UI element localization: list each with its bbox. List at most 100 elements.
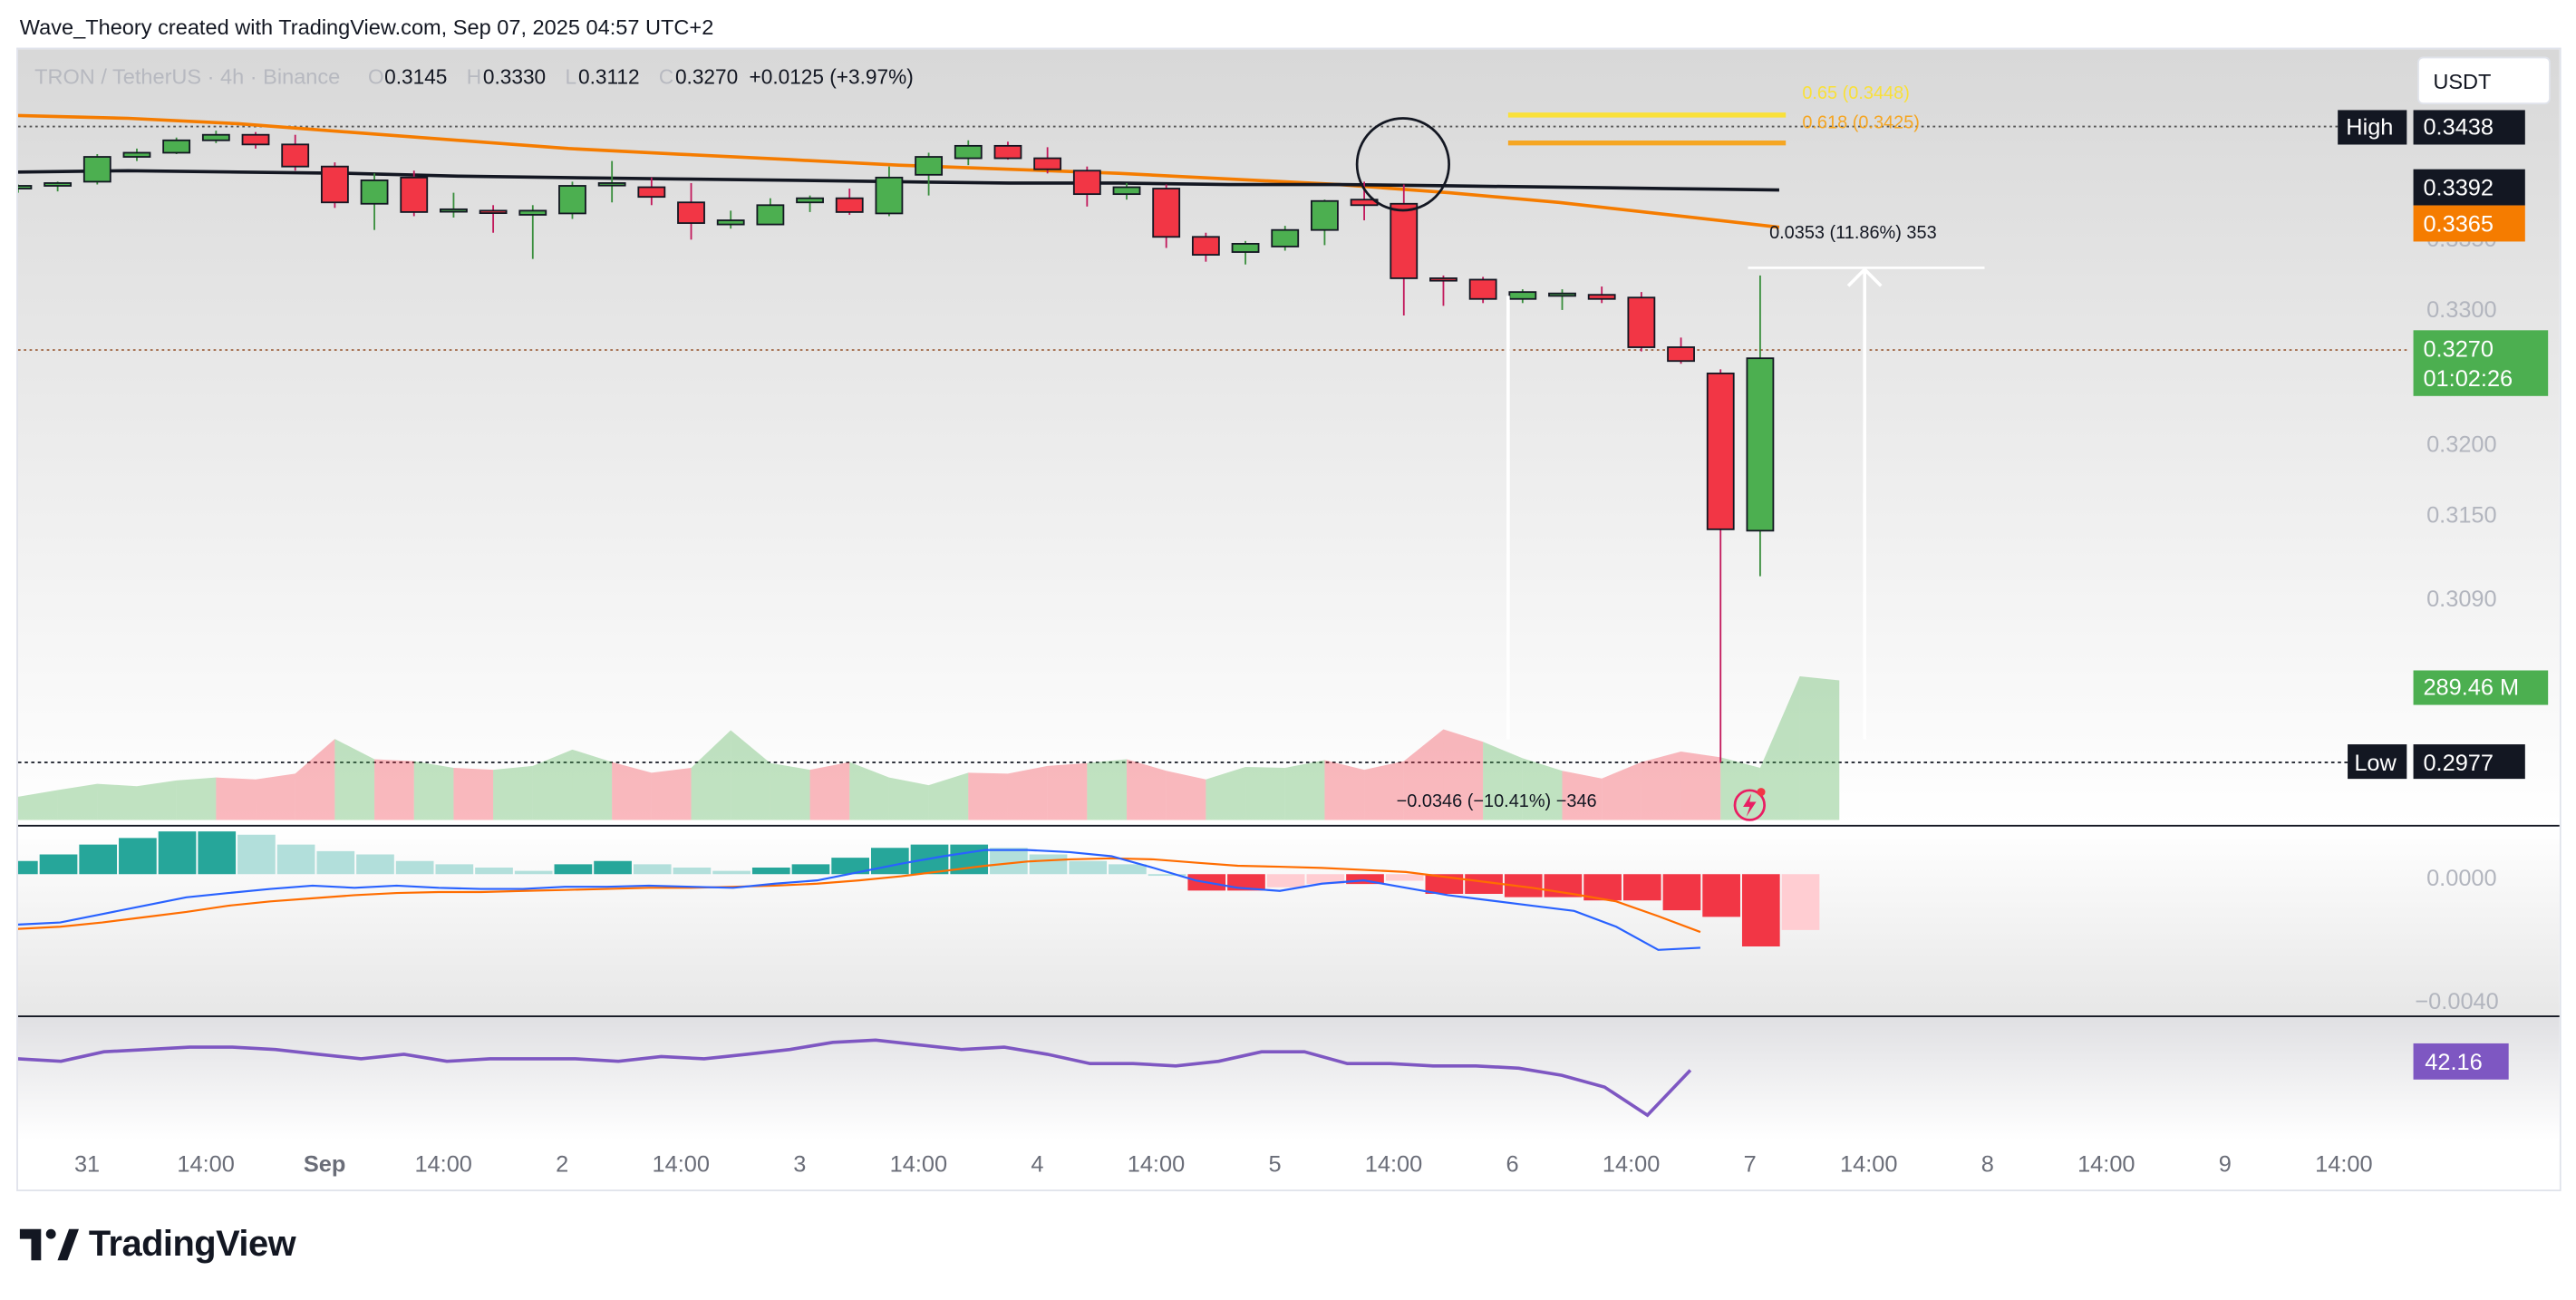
candle[interactable] bbox=[518, 205, 547, 259]
candle-body bbox=[281, 143, 310, 168]
macd-histogram-bar bbox=[712, 870, 751, 875]
tradingview-logo[interactable]: TradingView bbox=[19, 1223, 296, 1266]
ma-black-price-label: 0.3392 bbox=[2413, 169, 2525, 206]
candle[interactable] bbox=[1033, 147, 1062, 174]
volume-area-segment bbox=[1720, 757, 1760, 820]
candle[interactable] bbox=[1508, 289, 1537, 304]
candle[interactable] bbox=[993, 141, 1022, 160]
volume-area-segment bbox=[1166, 771, 1206, 820]
ma-orange-value: 0.3365 bbox=[2423, 212, 2494, 238]
high-price-label: High 0.3438 bbox=[2338, 110, 2525, 145]
time-axis-label: 14:00 bbox=[1128, 1151, 1185, 1177]
time-axis-label: 14:00 bbox=[2077, 1151, 2135, 1177]
volume-area-segment bbox=[1087, 759, 1128, 820]
last-price-label: 0.3270 01:02:26 bbox=[2413, 330, 2549, 396]
candle[interactable] bbox=[440, 192, 468, 218]
candle[interactable] bbox=[558, 181, 586, 219]
candle[interactable] bbox=[122, 148, 151, 161]
volume-area-segment bbox=[413, 761, 454, 820]
candle[interactable] bbox=[677, 182, 705, 240]
candle[interactable] bbox=[162, 137, 191, 154]
chart-caption: Wave_Theory created with TradingView.com… bbox=[19, 15, 714, 40]
candle-body bbox=[17, 185, 33, 189]
candle[interactable] bbox=[201, 131, 230, 143]
candle[interactable] bbox=[1231, 240, 1260, 265]
candle[interactable] bbox=[479, 205, 508, 233]
candle[interactable] bbox=[835, 189, 864, 215]
high-tag-text: High bbox=[2346, 115, 2393, 141]
macd-histogram-bar bbox=[1148, 874, 1186, 877]
candle[interactable] bbox=[82, 153, 111, 185]
macd-histogram-bar bbox=[356, 854, 394, 875]
volume-area-segment bbox=[136, 780, 177, 820]
candle-body bbox=[44, 182, 73, 187]
candle[interactable] bbox=[1746, 275, 1775, 577]
candle[interactable] bbox=[241, 131, 270, 149]
currency-button[interactable]: USDT bbox=[2417, 56, 2551, 105]
candle[interactable] bbox=[756, 198, 785, 226]
candle[interactable] bbox=[1311, 199, 1339, 246]
flash-alert-icon[interactable] bbox=[1733, 788, 1766, 821]
volume-area-segment bbox=[216, 777, 257, 820]
volume-area-segment bbox=[731, 730, 770, 820]
legend-l-label: L bbox=[566, 64, 577, 88]
volume-area-segment bbox=[968, 772, 1008, 820]
candle[interactable] bbox=[1706, 369, 1735, 762]
candle[interactable] bbox=[17, 184, 33, 193]
candle[interactable] bbox=[1468, 276, 1497, 304]
chart-frame[interactable]: 0.65 (0.3448) 0.618 (0.3425) 0.0353 (11.… bbox=[16, 47, 2561, 1192]
volume-area-segment bbox=[176, 777, 217, 820]
candles-layer bbox=[17, 131, 1775, 762]
candle[interactable] bbox=[1429, 275, 1457, 306]
candle[interactable] bbox=[400, 170, 429, 217]
candle[interactable] bbox=[954, 140, 983, 166]
macd-histogram-bar bbox=[39, 854, 78, 875]
candle[interactable] bbox=[1152, 184, 1181, 248]
candle[interactable] bbox=[1587, 286, 1616, 304]
candle[interactable] bbox=[915, 152, 944, 196]
candle[interactable] bbox=[1667, 337, 1695, 364]
time-axis-label: 9 bbox=[2219, 1151, 2232, 1177]
volume-area-segment bbox=[374, 759, 414, 820]
volume-area-segment bbox=[1562, 771, 1603, 820]
chart-svg[interactable]: 0.65 (0.3448) 0.618 (0.3425) 0.0353 (11.… bbox=[17, 49, 2560, 1189]
time-axis-label: 31 bbox=[74, 1151, 100, 1177]
measure-down-label: −0.0346 (−10.41%) −346 bbox=[1397, 791, 1597, 811]
candle[interactable] bbox=[360, 173, 389, 230]
candle-body bbox=[1429, 277, 1457, 282]
volume-layer bbox=[17, 676, 1840, 820]
candle[interactable] bbox=[1271, 226, 1300, 251]
time-axis-label: 7 bbox=[1744, 1151, 1757, 1177]
rsi-pane-bg bbox=[17, 1016, 2560, 1140]
candle[interactable] bbox=[796, 195, 824, 212]
candle[interactable] bbox=[44, 181, 73, 192]
candle[interactable] bbox=[875, 166, 904, 217]
volume-area-segment bbox=[97, 783, 137, 820]
candle-body bbox=[162, 139, 191, 154]
candle[interactable] bbox=[320, 162, 349, 209]
candle[interactable] bbox=[1072, 166, 1101, 207]
candle[interactable] bbox=[637, 177, 666, 206]
macd-histogram-bar bbox=[1306, 874, 1345, 885]
candle[interactable] bbox=[1627, 292, 1656, 352]
legend-l-value: 0.3112 bbox=[578, 64, 640, 88]
volume-value-label: 289.46 M bbox=[2413, 670, 2549, 705]
candle[interactable] bbox=[1390, 184, 1419, 316]
candle[interactable] bbox=[1112, 182, 1141, 200]
candle-body bbox=[360, 179, 389, 205]
candle-body bbox=[1627, 296, 1656, 348]
macd-histogram-bar bbox=[633, 864, 672, 875]
time-axis[interactable]: 31 14:00 Sep 14:00 2 14:00 3 14:00 4 14:00 5 14:00 6… bbox=[74, 1151, 2373, 1177]
candle[interactable] bbox=[597, 160, 626, 203]
price-tick-2: 0.3200 bbox=[2426, 432, 2497, 457]
crossover-circle-annotation[interactable] bbox=[1355, 117, 1450, 212]
low-value-text: 0.2977 bbox=[2423, 751, 2494, 776]
macd-histogram bbox=[17, 831, 1820, 946]
candle[interactable] bbox=[1191, 232, 1220, 262]
candle[interactable] bbox=[281, 134, 310, 171]
candle-body bbox=[1667, 346, 1695, 363]
legend-symbol[interactable]: TRON / TetherUS · 4h · Binance bbox=[34, 64, 340, 88]
candle[interactable] bbox=[716, 210, 745, 229]
candle[interactable] bbox=[1548, 289, 1576, 310]
time-axis-label: 14:00 bbox=[1840, 1151, 1897, 1177]
